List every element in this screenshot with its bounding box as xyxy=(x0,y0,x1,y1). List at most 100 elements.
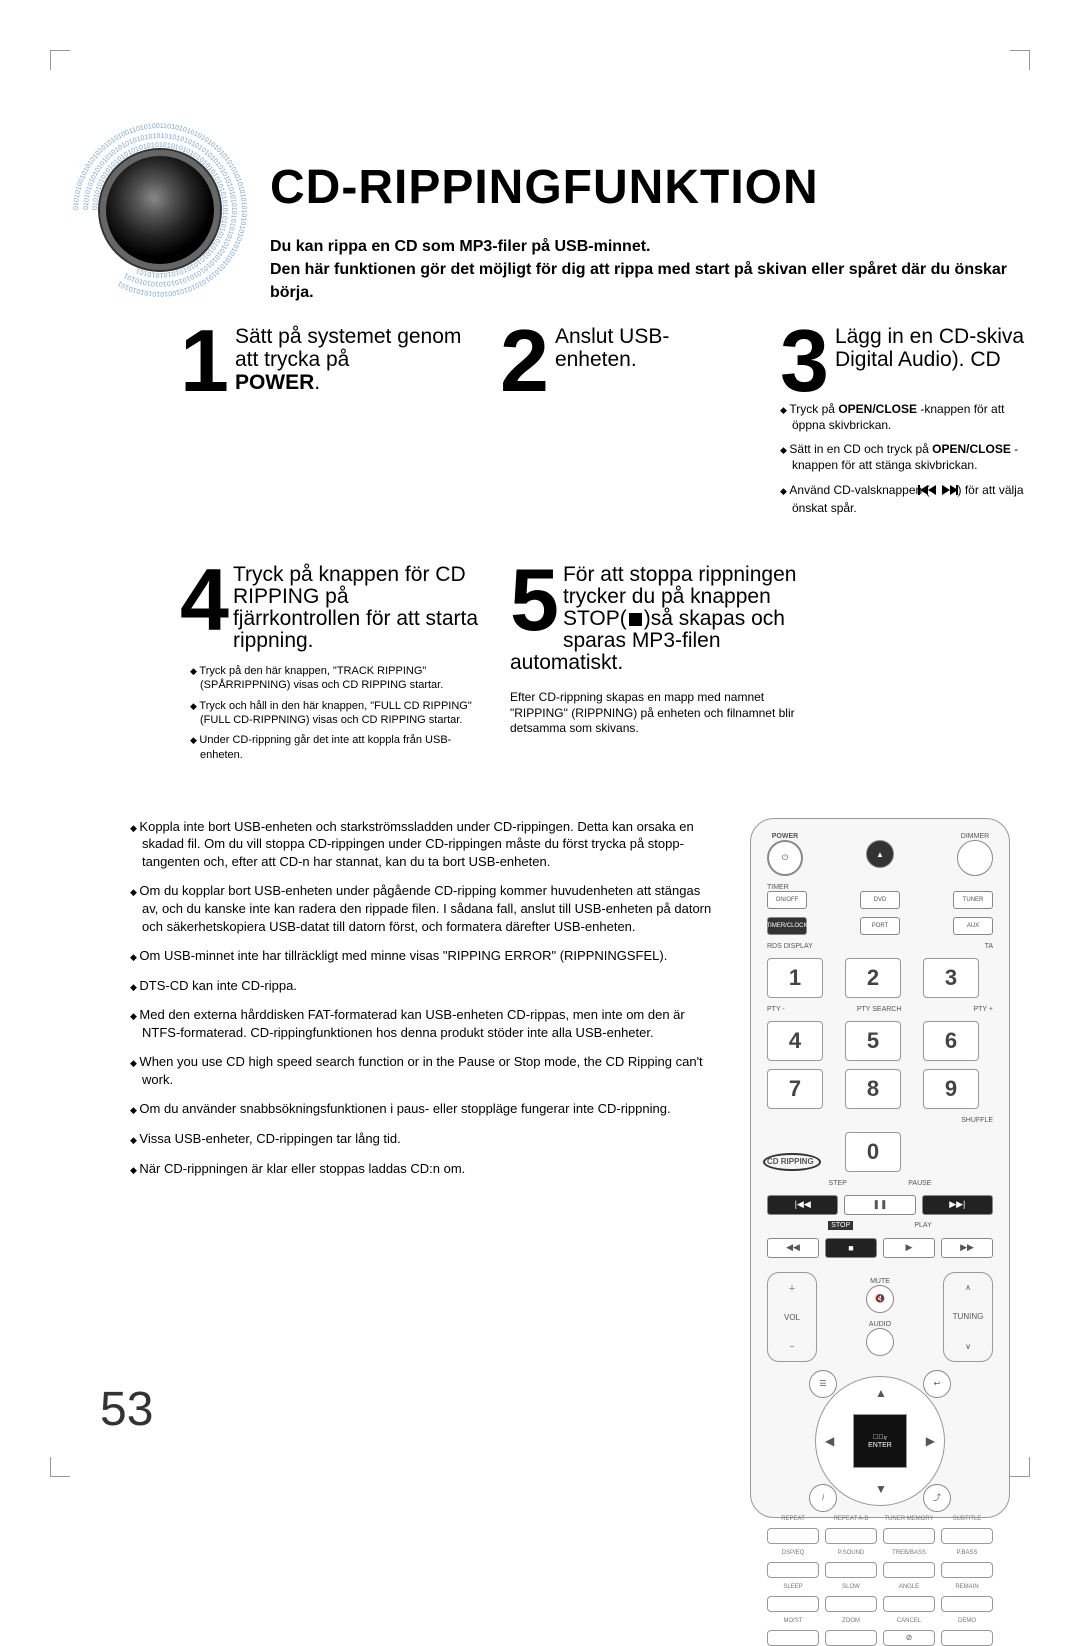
next-button: ▶▶| xyxy=(922,1195,993,1215)
ptyminus: PTY - xyxy=(767,1006,785,1013)
ff-button: ▶▶ xyxy=(941,1238,993,1258)
ptyplus: PTY + xyxy=(973,1006,993,1013)
intro-line-2: Den här funktionen gör det möjligt för d… xyxy=(270,261,1007,301)
enter-button: �ாரENTER xyxy=(853,1414,907,1468)
dvd-button: DVD xyxy=(860,891,900,909)
power-label: POWER xyxy=(235,371,314,394)
prev-button: |◀◀ xyxy=(767,1195,838,1215)
ptysearch: PTY SEARCH xyxy=(857,1006,902,1013)
speaker-cone xyxy=(100,150,220,270)
dpad-right: ▶ xyxy=(926,1434,935,1448)
num-1: 1 xyxy=(767,958,823,998)
step-number-1: 1 xyxy=(180,321,229,400)
shuffle-label: SHUFFLE xyxy=(961,1117,993,1124)
menu-button: ☰ xyxy=(809,1370,837,1398)
num-6: 6 xyxy=(923,1021,979,1061)
play-label: PLAY xyxy=(914,1222,931,1229)
step1-text-b: . xyxy=(314,371,320,394)
dimmer-label: DIMMER xyxy=(957,833,993,840)
step-4-bullets: Tryck på den här knappen, "TRACK RIPPING… xyxy=(180,664,480,762)
num-7: 7 xyxy=(767,1069,823,1109)
stop-button: ■ xyxy=(825,1238,877,1258)
info-button: i xyxy=(809,1484,837,1512)
port-button: PORT xyxy=(860,917,900,935)
pause-button: ❚❚ xyxy=(844,1195,915,1215)
tip0-bold: OPEN/CLOSE xyxy=(838,402,917,416)
btn-angle xyxy=(883,1596,935,1612)
audio-button xyxy=(866,1328,894,1356)
lbl-angle: ANGLE xyxy=(883,1584,935,1590)
stop-label: STOP xyxy=(828,1221,853,1230)
dpad-down: ▼ xyxy=(875,1482,887,1496)
lbl-tunermem: TUNER MEMORY xyxy=(883,1516,935,1522)
cdripping-highlight xyxy=(763,1153,821,1171)
lbl-trebbass: TREB/BASS xyxy=(883,1550,935,1556)
num-3: 3 xyxy=(923,958,979,998)
lbl-dspeq: DSP/EQ xyxy=(767,1550,819,1556)
btn-dspeq xyxy=(767,1562,819,1578)
note-8: När CD-rippningen är klar eller stoppas … xyxy=(130,1160,720,1178)
btn-subtitle xyxy=(941,1528,993,1544)
s4-bullet-0: Tryck på den här knappen, "TRACK RIPPING… xyxy=(190,664,480,693)
lbl-most: MO/ST xyxy=(767,1618,819,1624)
lbl-cancel: CANCEL xyxy=(883,1618,935,1624)
btn-demo xyxy=(941,1630,993,1646)
num-4: 4 xyxy=(767,1021,823,1061)
intro-text: Du kan rippa en CD som MP3-filer på USB-… xyxy=(270,235,1010,305)
ta-label: TA xyxy=(985,943,993,950)
lbl-repeat: REPEAT xyxy=(767,1516,819,1522)
power-button: ⏻ xyxy=(767,840,803,876)
note-5: When you use CD high speed search functi… xyxy=(130,1053,720,1088)
lbl-repeatab: REPEAT A-B xyxy=(825,1516,877,1522)
dpad: ☰ ↩ i ⤴ ▲ ▼ ◀ ▶ �ாரENTER xyxy=(815,1376,945,1506)
tuner-button: TUNER xyxy=(953,891,993,909)
mute-label: MUTE xyxy=(866,1278,894,1285)
header: 0101010010101010101010100110101001101010… xyxy=(70,120,1010,305)
tip1-pre: Sätt in en CD och tryck på xyxy=(789,442,932,456)
step-label: STEP xyxy=(828,1180,846,1187)
step-5-note: Efter CD-rippning skapas en mapp med nam… xyxy=(510,690,810,737)
crop-mark xyxy=(1010,1457,1030,1477)
num-0: 0 xyxy=(845,1132,901,1172)
note-2: Om USB-minnet inte har tillräckligt med … xyxy=(130,947,720,965)
lbl-zoom: ZOOM xyxy=(825,1618,877,1624)
timerclock-button: TIMER/CLOCK xyxy=(767,917,807,935)
crop-mark xyxy=(50,1457,70,1477)
dimmer-button xyxy=(957,840,993,876)
steps-row-2: 4 Tryck på knappen för CD RIPPING på fjä… xyxy=(70,564,1010,768)
dpad-up: ▲ xyxy=(875,1386,887,1400)
crop-mark xyxy=(50,50,70,70)
number-pad: 1 2 3 xyxy=(767,958,993,998)
volume-control: ＋VOL− xyxy=(767,1272,817,1362)
num-9: 9 xyxy=(923,1069,979,1109)
num-8: 8 xyxy=(845,1069,901,1109)
dpad-left: ◀ xyxy=(825,1434,834,1448)
btn-most xyxy=(767,1630,819,1646)
tuning-control: ∧TUNING∨ xyxy=(943,1272,993,1362)
note-1: Om du kopplar bort USB-enheten under påg… xyxy=(130,882,720,935)
btn-remain xyxy=(941,1596,993,1612)
eject-button: ▲ xyxy=(866,840,894,868)
lbl-sleep: SLEEP xyxy=(767,1584,819,1590)
btn-repeatab xyxy=(825,1528,877,1544)
btn-cancel: ⊘ xyxy=(883,1630,935,1646)
btn-repeat xyxy=(767,1528,819,1544)
btn-psound xyxy=(825,1562,877,1578)
mute-button: 🔇 xyxy=(866,1285,894,1313)
lbl-pbass: P.BASS xyxy=(941,1550,993,1556)
page-title: CD-RIPPINGFUNKTION xyxy=(270,160,1010,215)
note-6: Om du använder snabbsökningsfunktionen i… xyxy=(130,1100,720,1118)
pause-label: PAUSE xyxy=(908,1180,931,1187)
btn-slow xyxy=(825,1596,877,1612)
btn-pbass xyxy=(941,1562,993,1578)
note-0: Koppla inte bort USB-enheten och starkst… xyxy=(130,818,720,871)
skip-icons xyxy=(930,484,958,500)
speaker-graphic: 0101010010101010101010100110101001101010… xyxy=(70,120,250,300)
step-number-3: 3 xyxy=(780,321,829,400)
num-5: 5 xyxy=(845,1021,901,1061)
onoff-button: ON/OFF xyxy=(767,891,807,909)
s4-bullet-1: Tryck och håll in den här knappen, "FULL… xyxy=(190,699,480,728)
exit-button: ⤴ xyxy=(923,1484,951,1512)
tip1-bold: OPEN/CLOSE xyxy=(932,442,1011,456)
lower-row: Koppla inte bort USB-enheten och starkst… xyxy=(70,818,1010,1518)
